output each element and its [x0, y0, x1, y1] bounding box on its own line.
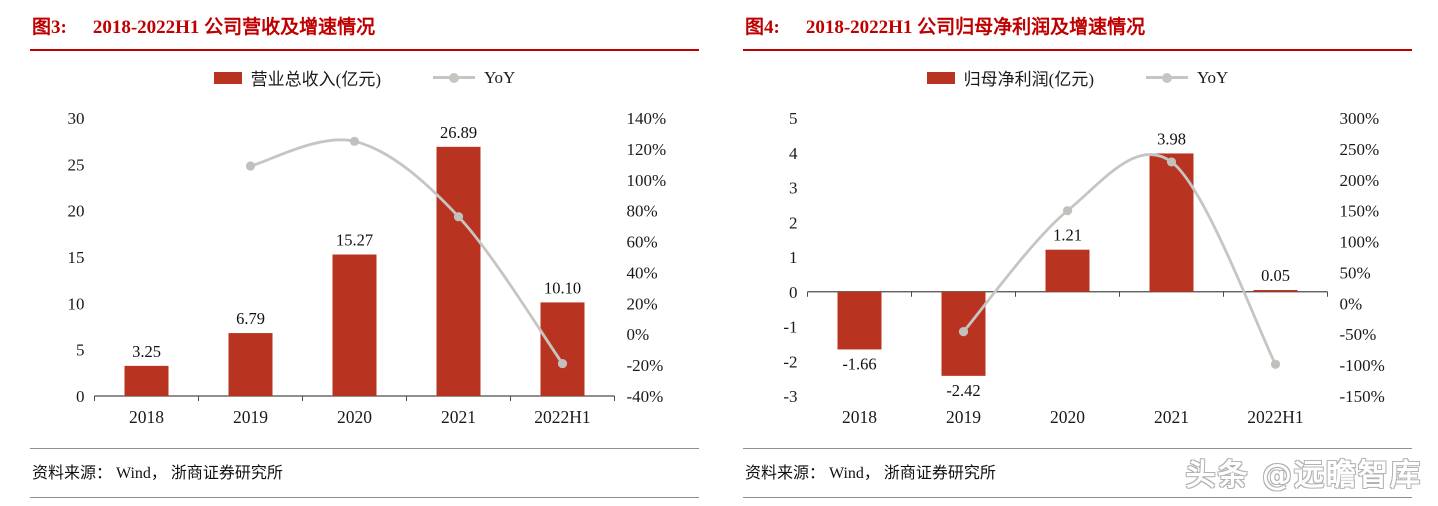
- svg-text:100%: 100%: [627, 171, 667, 190]
- svg-text:50%: 50%: [1340, 263, 1371, 282]
- line-legend-label: YoY: [1196, 67, 1229, 87]
- bar-legend-label: 归母净利润(亿元): [963, 70, 1094, 89]
- svg-text:2022H1: 2022H1: [534, 407, 590, 427]
- svg-text:4: 4: [789, 144, 798, 163]
- watermark-text: 头条 @远瞻智库: [1185, 458, 1422, 493]
- svg-text:-2: -2: [783, 352, 797, 371]
- legend: 营业总收入(亿元) YoY: [30, 65, 699, 90]
- bar-legend-label: 营业总收入(亿元): [250, 70, 381, 89]
- svg-text:3.25: 3.25: [132, 342, 161, 361]
- svg-text:-2.42: -2.42: [946, 381, 980, 400]
- svg-text:1.21: 1.21: [1053, 226, 1082, 245]
- source-note: 资料来源： Wind， 浙商证券研究所: [30, 448, 699, 498]
- svg-text:2018: 2018: [129, 407, 164, 427]
- svg-text:2018: 2018: [842, 407, 877, 427]
- svg-text:3: 3: [789, 179, 798, 198]
- svg-text:2020: 2020: [337, 407, 372, 427]
- line-swatch-icon: [1145, 72, 1188, 83]
- chart-title: 2018-2022H1 公司营收及增速情况: [92, 17, 376, 38]
- svg-text:40%: 40%: [627, 263, 658, 282]
- svg-text:1: 1: [789, 248, 798, 267]
- svg-text:25: 25: [68, 155, 85, 174]
- svg-text:250%: 250%: [1340, 140, 1380, 159]
- svg-text:140%: 140%: [627, 109, 667, 128]
- bar-swatch-icon: [213, 71, 242, 84]
- net-profit-combo-chart: 5 4 3 2 1 0 -1 -2 -3 300% 250% 200% 150% 100% 50% 0% -50…: [743, 92, 1412, 436]
- line-swatch-icon: [432, 72, 475, 83]
- svg-text:3.98: 3.98: [1157, 129, 1186, 148]
- svg-text:2020: 2020: [1050, 407, 1085, 427]
- svg-text:2019: 2019: [233, 407, 268, 427]
- svg-text:2021: 2021: [1154, 407, 1189, 427]
- source-note: 资料来源： Wind， 浙商证券研究所: [743, 448, 1412, 498]
- svg-text:2019: 2019: [946, 407, 981, 427]
- line-legend-label: YoY: [483, 67, 516, 87]
- svg-text:-1: -1: [783, 318, 797, 337]
- legend-item-bar: 营业总收入(亿元): [213, 65, 381, 90]
- revenue-combo-chart: 30 25 20 15 10 5 0 140% 120% 100% 80% 60% 40% 20% 0% -2…: [30, 92, 699, 436]
- watermark: 头条 @远瞻智库: [1186, 450, 1422, 494]
- chart-panel-net-profit: 图4: 2018-2022H1 公司归母净利润及增速情况 归母净利润(亿元) Y…: [743, 8, 1412, 498]
- svg-text:0: 0: [789, 283, 798, 302]
- chart-panel-revenue: 图3: 2018-2022H1 公司营收及增速情况 营业总收入(亿元) YoY …: [30, 8, 699, 498]
- svg-text:120%: 120%: [627, 140, 667, 159]
- svg-text:-3: -3: [783, 387, 797, 406]
- svg-text:80%: 80%: [627, 202, 658, 221]
- svg-text:10: 10: [68, 294, 85, 313]
- svg-text:-100%: -100%: [1340, 356, 1385, 375]
- legend-item-bar: 归母净利润(亿元): [926, 65, 1094, 90]
- svg-text:26.89: 26.89: [440, 123, 477, 142]
- svg-text:-150%: -150%: [1340, 387, 1385, 406]
- figure-label: 图4:: [745, 17, 780, 38]
- svg-text:15: 15: [68, 248, 85, 267]
- legend-item-line: YoY: [1145, 67, 1229, 88]
- svg-text:0.05: 0.05: [1261, 266, 1290, 285]
- svg-text:2022H1: 2022H1: [1247, 407, 1303, 427]
- svg-text:60%: 60%: [627, 233, 658, 252]
- chart-header: 图4: 2018-2022H1 公司归母净利润及增速情况: [743, 8, 1412, 51]
- svg-text:5: 5: [789, 109, 798, 128]
- svg-text:30: 30: [68, 109, 85, 128]
- svg-text:-50%: -50%: [1340, 325, 1377, 344]
- bar-swatch-icon: [926, 71, 955, 84]
- svg-text:2021: 2021: [441, 407, 476, 427]
- svg-text:20: 20: [68, 202, 85, 221]
- svg-text:6.79: 6.79: [236, 309, 265, 328]
- svg-text:20%: 20%: [627, 294, 658, 313]
- svg-text:-1.66: -1.66: [842, 354, 876, 373]
- legend-item-line: YoY: [432, 67, 516, 88]
- chart-title: 2018-2022H1 公司归母净利润及增速情况: [805, 17, 1146, 38]
- chart-header: 图3: 2018-2022H1 公司营收及增速情况: [30, 8, 699, 51]
- svg-text:150%: 150%: [1340, 202, 1380, 221]
- svg-text:0%: 0%: [1340, 294, 1363, 313]
- svg-text:200%: 200%: [1340, 171, 1380, 190]
- svg-text:10.10: 10.10: [544, 278, 581, 297]
- svg-text:300%: 300%: [1340, 109, 1380, 128]
- svg-text:100%: 100%: [1340, 233, 1380, 252]
- svg-text:0%: 0%: [627, 325, 650, 344]
- legend: 归母净利润(亿元) YoY: [743, 65, 1412, 90]
- svg-text:2: 2: [789, 213, 798, 232]
- svg-text:5: 5: [76, 341, 85, 360]
- svg-text:15.27: 15.27: [336, 230, 373, 249]
- svg-text:-20%: -20%: [627, 356, 664, 375]
- svg-text:-40%: -40%: [627, 387, 664, 406]
- svg-text:0: 0: [76, 387, 85, 406]
- figure-label: 图3:: [32, 17, 67, 38]
